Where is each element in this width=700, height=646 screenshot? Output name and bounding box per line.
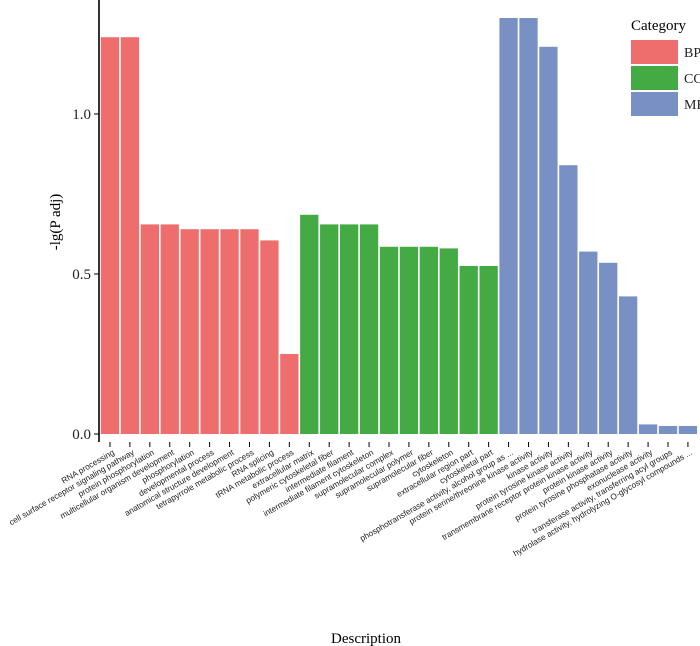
bar-cc — [300, 214, 319, 434]
legend-label-cc: CC — [684, 72, 700, 87]
x-axis-ticks — [109, 442, 689, 447]
bar-mf — [619, 296, 638, 434]
y-tick-label: 0.0 — [72, 427, 91, 443]
bar-cc — [359, 224, 379, 434]
bar-bp — [240, 229, 259, 434]
bar-mf — [519, 18, 538, 434]
bar-mf — [658, 426, 678, 434]
legend-items: BP CC MF — [631, 40, 700, 116]
bar-bp — [120, 37, 140, 434]
legend-swatch-cc — [631, 66, 678, 90]
legend-label-mf: MF — [684, 98, 700, 113]
y-axis-ticks: 0.0 0.5 1.0 — [72, 107, 99, 443]
legend-label-bp: BP — [684, 46, 700, 61]
bar-bp — [100, 37, 120, 434]
bar-mf — [678, 426, 698, 434]
bar-bp — [140, 224, 159, 434]
bar-mf — [579, 251, 598, 434]
bar-cc — [379, 246, 399, 434]
y-axis-title: -lg(P adj) — [48, 194, 64, 251]
plot-axes: 0.0 0.5 1.0 — [72, 0, 100, 443]
bar-cc — [320, 224, 339, 434]
bar-mf — [559, 165, 578, 434]
bar-cc — [399, 246, 419, 434]
legend: Category BP CC MF — [631, 18, 700, 116]
bar-bp — [260, 240, 279, 434]
bar-bp — [180, 229, 199, 434]
bar-bp — [200, 229, 219, 434]
bar-mf — [638, 424, 658, 434]
bar-cc — [419, 246, 438, 434]
y-tick-label: 0.5 — [72, 267, 91, 283]
bar-cc — [479, 266, 498, 434]
bar-bp — [220, 229, 239, 434]
bar-cc — [439, 248, 458, 434]
legend-title: Category — [631, 18, 686, 34]
bar-cc — [459, 266, 478, 434]
legend-swatch-bp — [631, 40, 678, 64]
bar-mf — [599, 262, 618, 434]
y-tick-label: 1.0 — [72, 107, 91, 123]
bar-bp — [280, 354, 299, 434]
bar-cc — [339, 224, 359, 434]
x-axis-title: Description — [331, 631, 401, 646]
bars-layer — [100, 18, 698, 435]
bar-mf — [499, 18, 518, 434]
bar-mf — [539, 46, 558, 435]
bar-bp — [160, 224, 179, 434]
legend-swatch-mf — [631, 92, 678, 116]
